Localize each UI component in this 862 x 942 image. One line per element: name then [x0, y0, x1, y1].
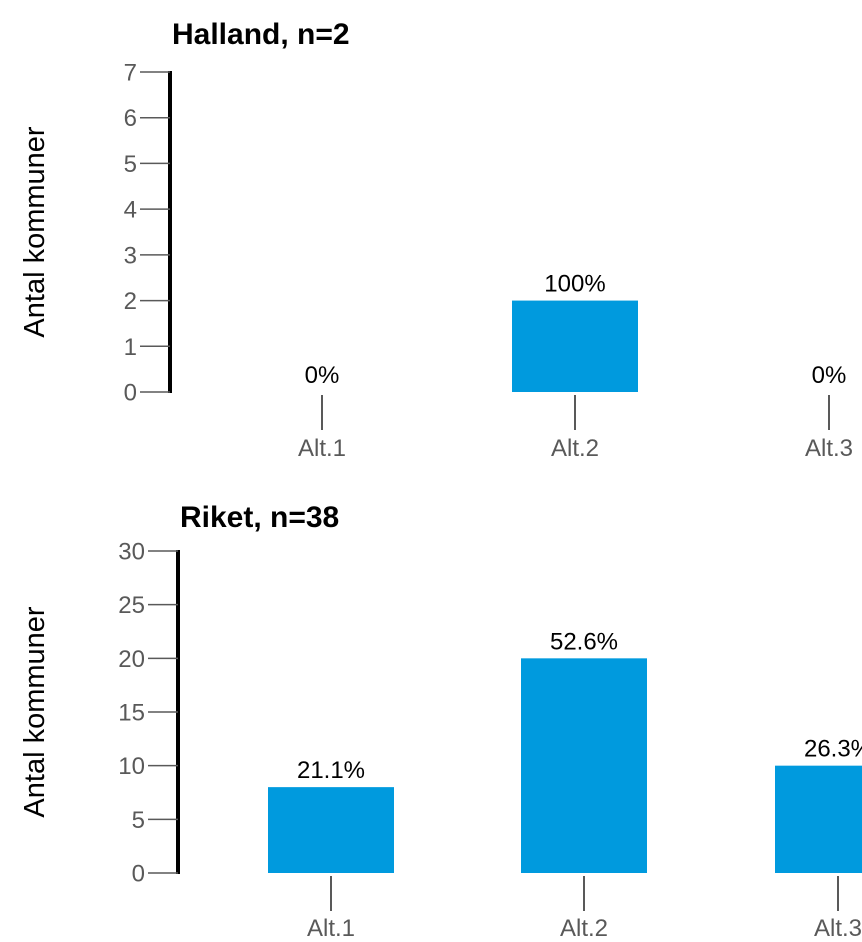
x-category-label: Alt.2	[560, 915, 608, 942]
bar	[775, 765, 862, 873]
y-axis-label: Antal kommuner	[19, 606, 51, 817]
y-tick-label: 7	[124, 60, 137, 87]
y-tick-label: 20	[118, 646, 145, 673]
chart-panel-halland: Halland, n=2 Antal kommuner 0 1 2 3 4 5 6 7 0% Alt.…	[19, 18, 853, 462]
y-axis-label: Antal kommuner	[19, 126, 51, 337]
y-tick-label: 6	[124, 105, 137, 132]
y-tick-label: 0	[132, 861, 145, 888]
y-tick-label: 10	[118, 753, 145, 780]
y-tick-label: 4	[124, 197, 137, 224]
x-category-label: Alt.3	[814, 915, 862, 942]
bar-data-label: 52.6%	[550, 628, 618, 655]
bar-data-label: 0%	[812, 362, 847, 389]
y-tick-label: 25	[118, 592, 145, 619]
chart-panel-riket: Riket, n=38 Antal kommuner 0 5 10 15 20 25 30 21.…	[19, 501, 862, 942]
x-category-label: Alt.1	[307, 915, 355, 942]
y-tick-label: 3	[124, 242, 137, 269]
y-tick-label: 1	[124, 334, 137, 361]
y-tick-label: 0	[124, 380, 137, 407]
bar-data-label: 26.3%	[804, 736, 862, 763]
y-tick-label: 2	[124, 288, 137, 315]
y-tick-label: 5	[124, 151, 137, 178]
bar	[512, 300, 638, 392]
chart-title: Halland, n=2	[172, 18, 350, 51]
bar	[268, 787, 394, 873]
y-tick-label: 15	[118, 700, 145, 727]
bar	[521, 658, 647, 873]
chart-title: Riket, n=38	[180, 501, 339, 534]
bar-data-label: 0%	[305, 362, 340, 389]
bar-data-label: 21.1%	[297, 757, 365, 784]
x-category-label: Alt.3	[805, 435, 853, 462]
x-category-label: Alt.1	[298, 435, 346, 462]
y-tick-label: 5	[132, 807, 145, 834]
y-tick-label: 30	[118, 539, 145, 566]
x-category-label: Alt.2	[551, 435, 599, 462]
bar-data-label: 100%	[544, 271, 605, 298]
